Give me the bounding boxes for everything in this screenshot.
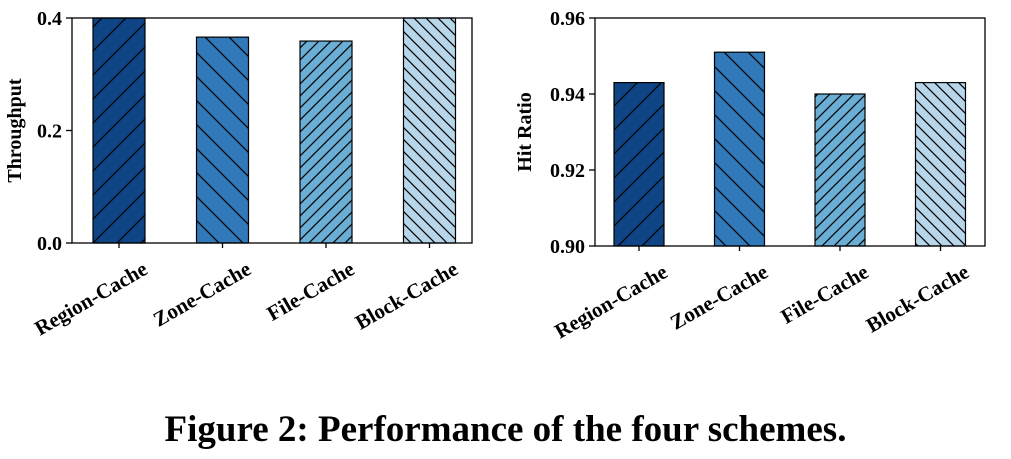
y-axis-title: Throughput xyxy=(4,78,26,182)
x-tick-label: Zone-Cache xyxy=(149,257,255,332)
bar-hatch-0 xyxy=(92,17,146,244)
x-tick-label: Block-Cache xyxy=(351,257,462,335)
x-tick-label: File-Cache xyxy=(777,260,873,329)
bar-hatch-3 xyxy=(402,17,457,244)
y-tick-label: 0.94 xyxy=(550,84,585,106)
y-tick-label: 0.92 xyxy=(550,160,585,182)
y-tick-label: 0.4 xyxy=(37,8,62,30)
x-tick-label: Zone-Cache xyxy=(666,260,772,335)
bar-hatch-2 xyxy=(299,40,353,244)
x-tick-label: File-Cache xyxy=(263,257,359,326)
y-tick-label: 0.90 xyxy=(550,236,585,258)
y-tick-label: 0.0 xyxy=(37,233,62,255)
y-axis-title: Hit Ratio xyxy=(514,92,536,171)
bar-hatch-3 xyxy=(914,81,967,247)
bar-hatch-1 xyxy=(713,51,766,247)
x-tick-label: Region-Cache xyxy=(30,257,151,341)
bar-hatch-2 xyxy=(814,93,866,247)
x-tick-label: Region-Cache xyxy=(550,260,671,344)
bar-hatch-0 xyxy=(613,81,665,247)
x-tick-label: Block-Cache xyxy=(862,260,973,338)
y-tick-label: 0.96 xyxy=(550,8,585,30)
plot-frame xyxy=(594,17,986,247)
bar-hatch-1 xyxy=(195,36,250,244)
y-tick-label: 0.2 xyxy=(37,121,62,143)
figure-caption: Figure 2: Performance of the four scheme… xyxy=(164,409,847,450)
